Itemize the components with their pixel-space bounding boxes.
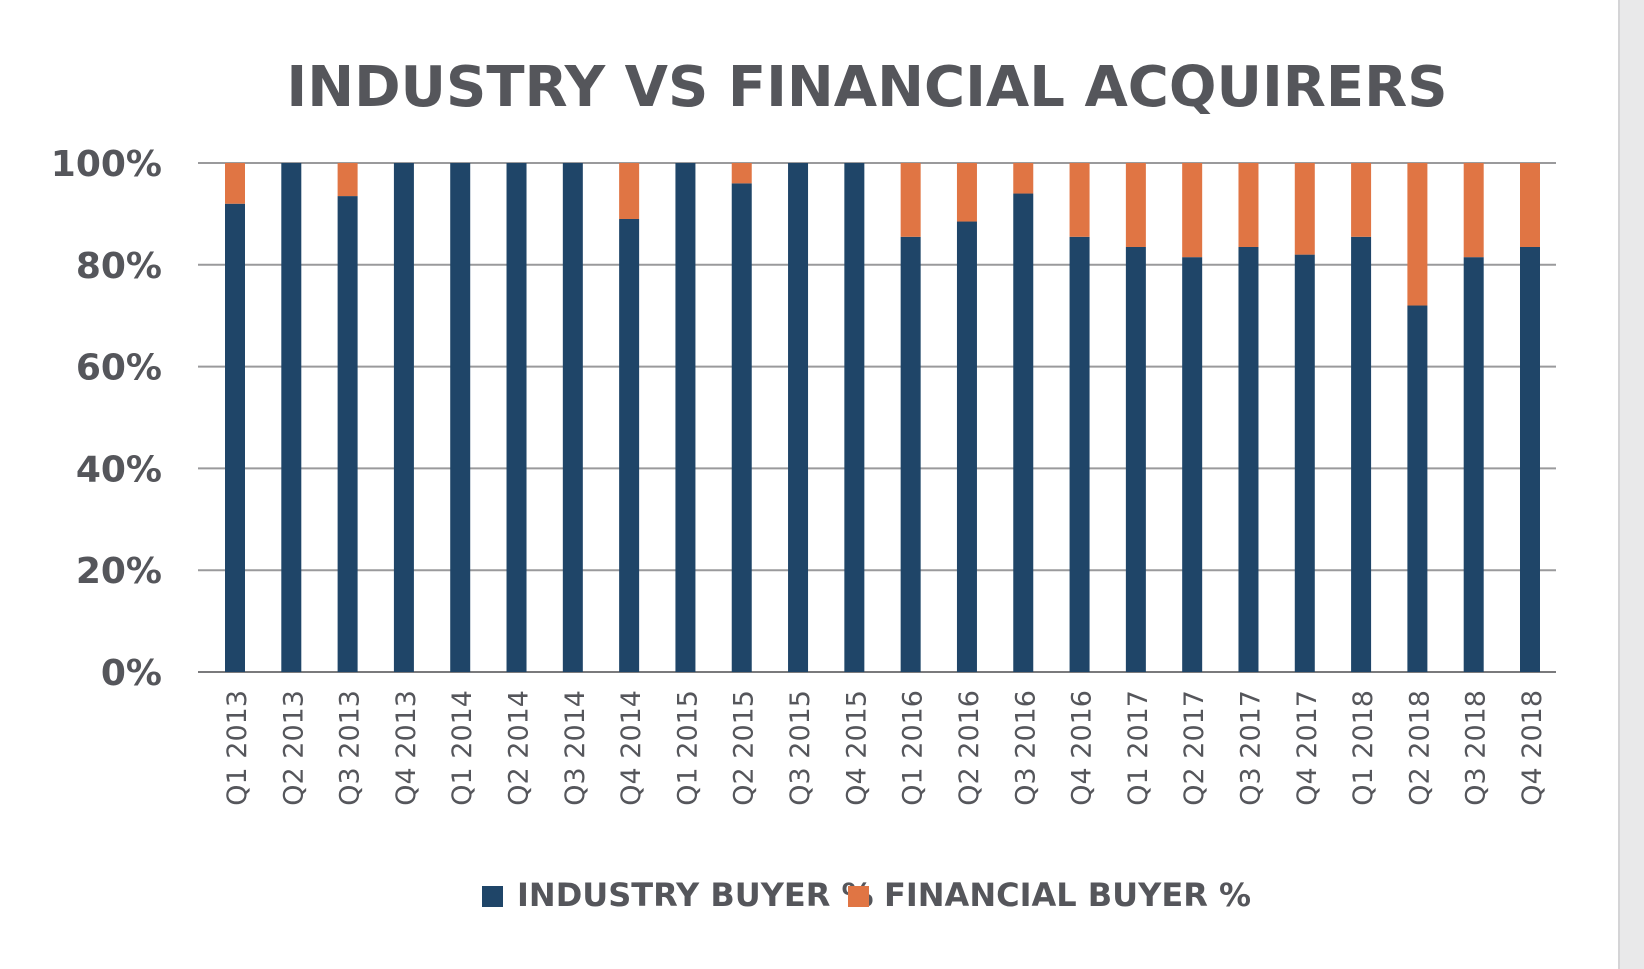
x-tick-label: Q2 2018	[1404, 690, 1435, 806]
bar-financial	[1520, 163, 1540, 247]
bar-industry	[393, 163, 414, 672]
legend-swatch-financial	[848, 886, 869, 907]
bar-industry	[1520, 246, 1540, 673]
x-tick-label: Q1 2016	[898, 690, 929, 806]
bar-industry	[1125, 246, 1146, 673]
bar-industry	[1238, 246, 1259, 673]
bar-financial	[1125, 163, 1146, 247]
x-tick-label: Q3 2016	[1010, 690, 1041, 806]
x-tick-label: Q4 2014	[616, 690, 647, 806]
bar-financial	[619, 163, 640, 219]
x-tick-label: Q3 2014	[560, 690, 591, 806]
x-tick-label: Q1 2017	[1123, 690, 1154, 806]
bar-industry	[562, 163, 583, 672]
x-tick-label: Q2 2015	[729, 690, 760, 806]
bar-industry	[1013, 193, 1034, 673]
x-tick-label: Q1 2014	[447, 690, 478, 806]
legend-label-industry: INDUSTRY BUYER %	[517, 876, 874, 914]
bar-financial	[337, 163, 358, 197]
bar-industry	[1182, 257, 1203, 672]
x-tick-label: Q3 2018	[1461, 690, 1492, 806]
bar-industry	[956, 221, 977, 672]
x-tick-label: Q3 2015	[785, 690, 816, 806]
x-tick-label: Q1 2015	[672, 690, 703, 806]
x-tick-label: Q3 2017	[1235, 690, 1266, 806]
x-tick-label: Q4 2018	[1517, 690, 1548, 806]
bar-industry	[1463, 257, 1484, 672]
bar-industry	[1069, 236, 1090, 672]
bar-industry	[506, 163, 527, 672]
bar-financial	[225, 163, 245, 204]
y-tick-label: 0%	[101, 653, 162, 694]
y-tick-label: 100%	[51, 144, 162, 185]
bar-industry	[281, 163, 302, 672]
bar-industry	[225, 203, 245, 672]
bar-industry	[619, 218, 640, 673]
x-tick-label: Q4 2013	[391, 690, 422, 806]
bar-financial	[1463, 163, 1484, 258]
x-tick-label: Q4 2015	[841, 690, 872, 806]
x-tick-label: Q4 2017	[1292, 690, 1323, 806]
bar-financial	[1294, 163, 1315, 255]
x-tick-label: Q2 2016	[954, 690, 985, 806]
x-tick-label: Q2 2017	[1179, 690, 1210, 806]
bar-industry	[450, 163, 471, 672]
bar-financial	[1238, 163, 1259, 247]
bar-industry	[1351, 236, 1372, 672]
y-tick-label: 80%	[76, 246, 162, 287]
legend-swatch-industry	[482, 886, 503, 907]
bar-financial	[900, 163, 921, 237]
x-tick-label: Q2 2013	[278, 690, 309, 806]
bar-industry	[844, 163, 865, 672]
bar-financial	[1351, 163, 1372, 237]
bar-industry	[731, 183, 752, 673]
bar-industry	[1407, 305, 1428, 672]
bar-financial	[1013, 163, 1034, 194]
x-tick-label: Q3 2013	[335, 690, 366, 806]
page-edge	[1618, 0, 1644, 969]
bars	[225, 163, 1540, 673]
bar-financial	[1069, 163, 1090, 237]
bar-financial	[1407, 163, 1428, 306]
x-tick-label: Q1 2018	[1348, 690, 1379, 806]
y-tick-label: 20%	[76, 551, 162, 592]
bar-financial	[731, 163, 752, 184]
bar-industry	[337, 196, 358, 672]
chart-title: INDUSTRY VS FINANCIAL ACQUIRERS	[286, 55, 1447, 120]
bar-industry	[1294, 254, 1315, 672]
bar-industry	[675, 163, 696, 672]
grid-lines	[198, 162, 1556, 673]
x-tick-label: Q1 2013	[222, 690, 253, 806]
bar-industry	[788, 163, 809, 672]
legend-label-financial: FINANCIAL BUYER %	[884, 876, 1251, 914]
x-tick-label: Q4 2016	[1067, 690, 1098, 806]
y-tick-label: 40%	[76, 449, 162, 490]
y-tick-label: 60%	[76, 348, 162, 389]
bar-financial	[956, 163, 977, 222]
bar-financial	[1182, 163, 1203, 258]
bar-industry	[900, 236, 921, 672]
x-axis-tick-labels: Q1 2013 Q2 2013 Q3 2013 Q4 2013 Q1 2014 Q2 20…	[222, 690, 1548, 806]
y-axis-tick-labels: 0% 20% 40% 60% 80% 100%	[51, 144, 162, 694]
legend: INDUSTRY BUYER % FINANCIAL BUYER %	[482, 876, 1251, 914]
x-tick-label: Q2 2014	[504, 690, 535, 806]
